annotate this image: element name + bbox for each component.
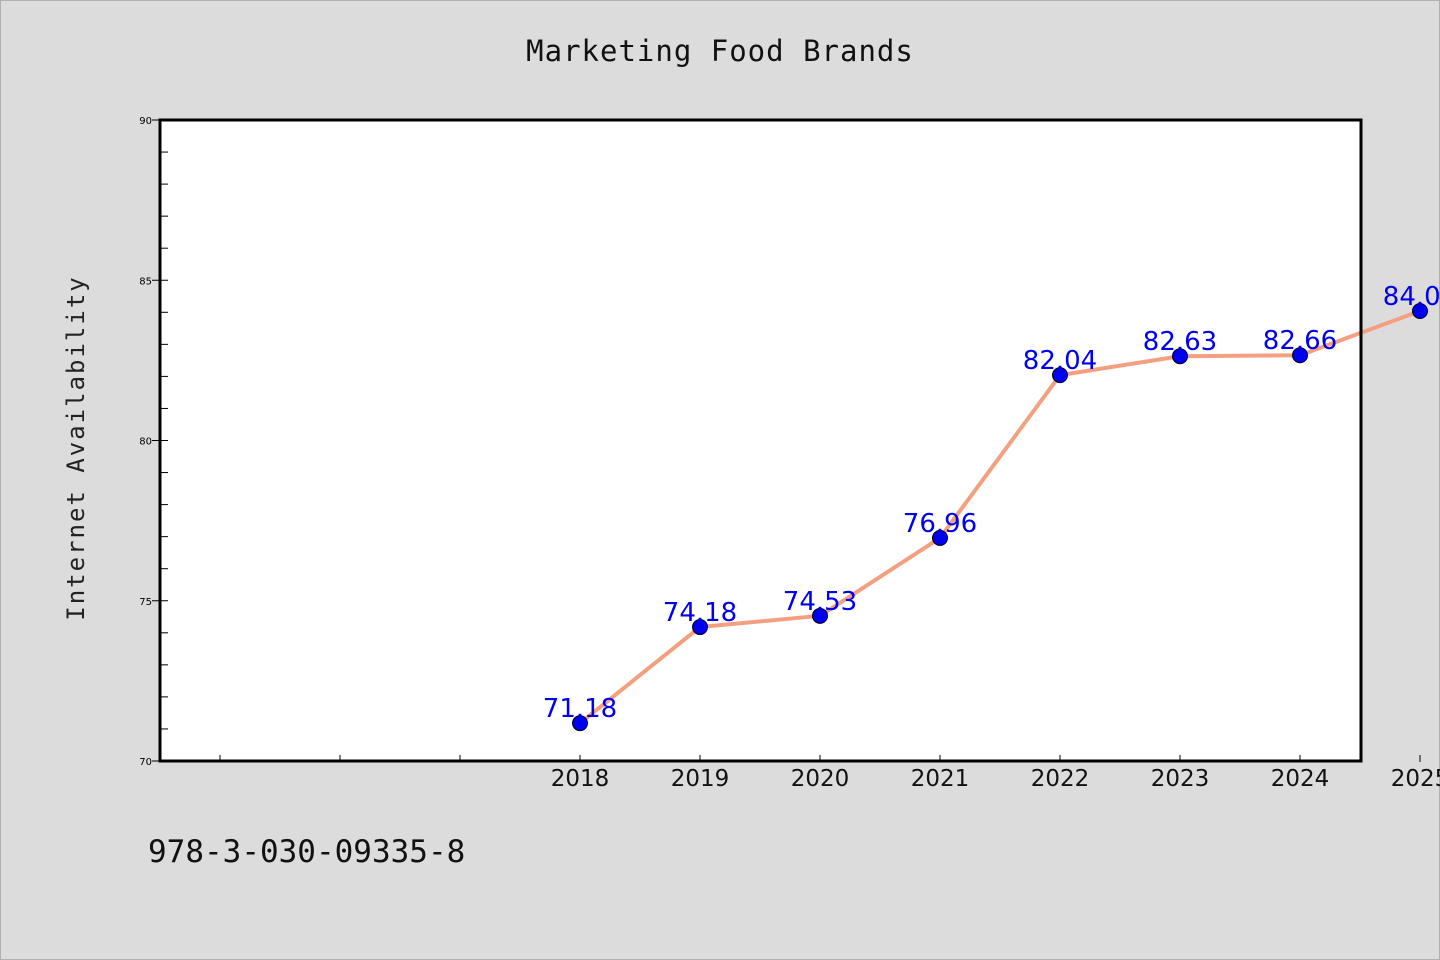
x-tick-label: 2020 (791, 766, 850, 792)
plot-background (160, 120, 1361, 761)
data-point (932, 529, 948, 546)
plot-frame (158, 118, 1363, 763)
data-label: 76.96 (903, 509, 977, 539)
data-point (1292, 347, 1308, 364)
x-tick-label: 2022 (1031, 766, 1090, 792)
x-tick-label: 2023 (1151, 766, 1210, 792)
y-tick-label: 75 (139, 597, 152, 608)
x-tick-label: 2018 (551, 766, 610, 792)
data-point (1412, 303, 1428, 320)
y-tick-label: 80 (139, 437, 152, 448)
data-label: 82.66 (1263, 326, 1337, 356)
data-point (572, 715, 588, 732)
y-tick-label: 70 (139, 757, 152, 768)
y-tick-label: 85 (139, 276, 152, 287)
series-line (578, 309, 1421, 725)
x-tick-label: 2019 (671, 766, 730, 792)
y-tick-label: 90 (139, 116, 152, 127)
data-point (1172, 348, 1188, 365)
chart-title: Marketing Food Brands (526, 34, 914, 68)
data-label: 82.04 (1023, 346, 1097, 376)
x-tick-label: 2024 (1271, 766, 1330, 792)
data-label: 74.18 (663, 598, 737, 628)
data-label: 84.04 (1383, 282, 1440, 312)
x-tick-label: 2025 (1391, 766, 1440, 792)
data-label: 82.63 (1143, 327, 1217, 357)
data-point (692, 619, 708, 636)
isbn-text: 978-3-030-09335-8 (148, 834, 466, 870)
x-tick-label: 2021 (911, 766, 970, 792)
data-label: 74.53 (783, 587, 857, 617)
data-point (1052, 367, 1068, 384)
data-point (812, 607, 828, 624)
data-label: 71.18 (543, 694, 617, 724)
